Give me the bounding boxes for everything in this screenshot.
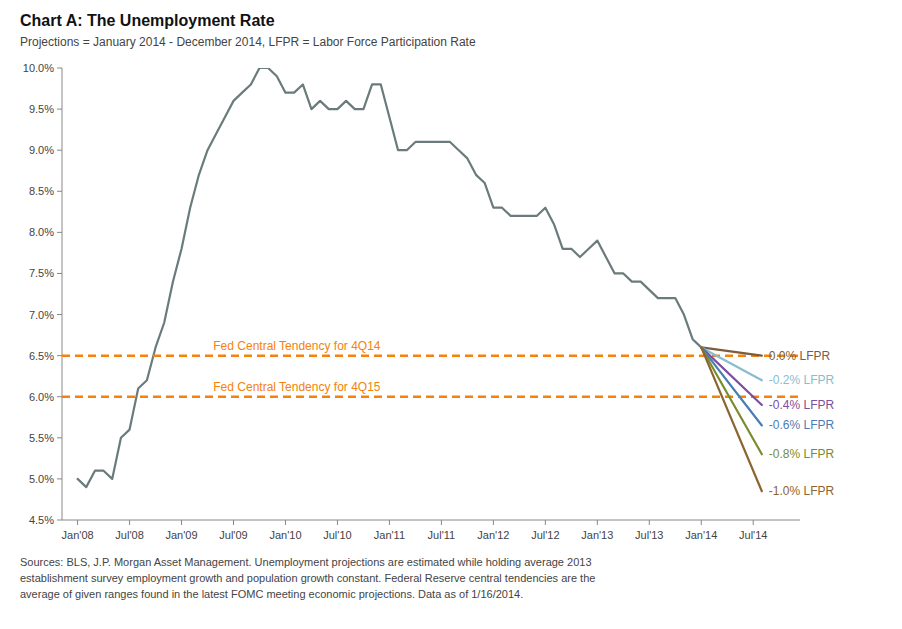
x-tick-label: Jul'13 (635, 529, 663, 541)
axes: 4.5% 5.0% 5.5% 6.0% 6.5% 7.0% 7.5% 8.0% 8.5% 9.0%… (23, 62, 800, 541)
main-line (78, 68, 702, 487)
y-tick (57, 150, 62, 151)
reference-line-label: Fed Central Tendency for 4Q14 (213, 339, 381, 353)
x-tick (337, 520, 338, 525)
x-tick (441, 520, 442, 525)
y-tick-label: 5.0% (29, 473, 54, 485)
footnote-line: Sources: BLS, J.P. Morgan Asset Manageme… (20, 556, 592, 568)
y-tick (57, 191, 62, 192)
y-tick (57, 355, 62, 356)
x-tick-label: Jul'14 (739, 529, 767, 541)
series-label: -0.4% LFPR (769, 398, 835, 412)
reference-line (62, 395, 800, 398)
x-tick-label: Jan'12 (477, 529, 509, 541)
x-tick (493, 520, 494, 525)
x-tick (285, 520, 286, 525)
projection-line (701, 347, 762, 454)
footnote-line: establishment survey employment growth a… (20, 572, 595, 584)
y-tick-label: 7.0% (29, 309, 54, 321)
footnote: Sources: BLS, J.P. Morgan Asset Manageme… (20, 556, 595, 600)
x-tick (649, 520, 650, 525)
x-axis-line (62, 520, 800, 521)
chart: Chart A: The Unemployment Rate Projection… (0, 0, 902, 629)
y-tick-label: 7.5% (29, 267, 54, 279)
series-label: -1.0% LFPR (769, 484, 835, 498)
x-tick-label: Jul'10 (323, 529, 351, 541)
x-tick (597, 520, 598, 525)
x-tick-label: Jan'09 (165, 529, 197, 541)
x-tick (389, 520, 390, 525)
series-labels: Fed Central Tendency for 4Q14 Fed Central… (213, 339, 834, 499)
reference-line-label: Fed Central Tendency for 4Q15 (213, 380, 381, 394)
y-tick-label: 4.5% (29, 514, 54, 526)
projection-line (701, 347, 762, 405)
series-label: -0.8% LFPR (769, 447, 835, 461)
y-tick (57, 437, 62, 438)
y-tick-label: 6.5% (29, 350, 54, 362)
x-tick-label: Jul'12 (531, 529, 559, 541)
x-tick (753, 520, 754, 525)
y-tick (57, 109, 62, 110)
y-tick-label: 10.0% (23, 62, 54, 74)
x-tick-label: Jul'08 (115, 529, 143, 541)
y-tick (57, 478, 62, 479)
projection-line (701, 347, 762, 425)
y-tick-label: 9.5% (29, 103, 54, 115)
x-tick-label: Jul'09 (219, 529, 247, 541)
y-tick (57, 396, 62, 397)
y-tick (57, 314, 62, 315)
y-tick-label: 6.0% (29, 391, 54, 403)
x-tick-label: Jan'10 (269, 529, 301, 541)
x-tick (181, 520, 182, 525)
x-tick-label: Jan'11 (374, 529, 405, 541)
series-label: -0.6% LFPR (769, 418, 835, 432)
y-tick (57, 68, 62, 69)
x-tick (77, 520, 78, 525)
y-tick (57, 273, 62, 274)
y-tick-label: 8.0% (29, 226, 54, 238)
title: Chart A: The Unemployment Rate (20, 12, 275, 29)
y-tick-label: 5.5% (29, 432, 54, 444)
x-tick (129, 520, 130, 525)
y-axis-line (62, 68, 63, 520)
series-label: -0.2% LFPR (769, 373, 835, 387)
x-tick-label: Jan'14 (685, 529, 717, 541)
y-tick (57, 520, 62, 521)
projection-line (701, 347, 762, 491)
x-tick-label: Jan'08 (62, 529, 94, 541)
x-tick (233, 520, 234, 525)
y-tick (57, 232, 62, 233)
x-tick (545, 520, 546, 525)
x-tick-label: Jan'13 (581, 529, 613, 541)
reference-line (62, 354, 800, 357)
x-tick-label: Jul'11 (428, 529, 456, 541)
y-tick-label: 8.5% (29, 185, 54, 197)
plot-marks (62, 68, 800, 491)
series-label: 0.0% LFPR (769, 349, 831, 363)
subtitle: Projections = January 2014 - December 20… (20, 35, 476, 49)
x-tick (701, 520, 702, 525)
footnote-line: average of given ranges found in the lat… (20, 588, 523, 600)
y-tick-label: 9.0% (29, 144, 54, 156)
